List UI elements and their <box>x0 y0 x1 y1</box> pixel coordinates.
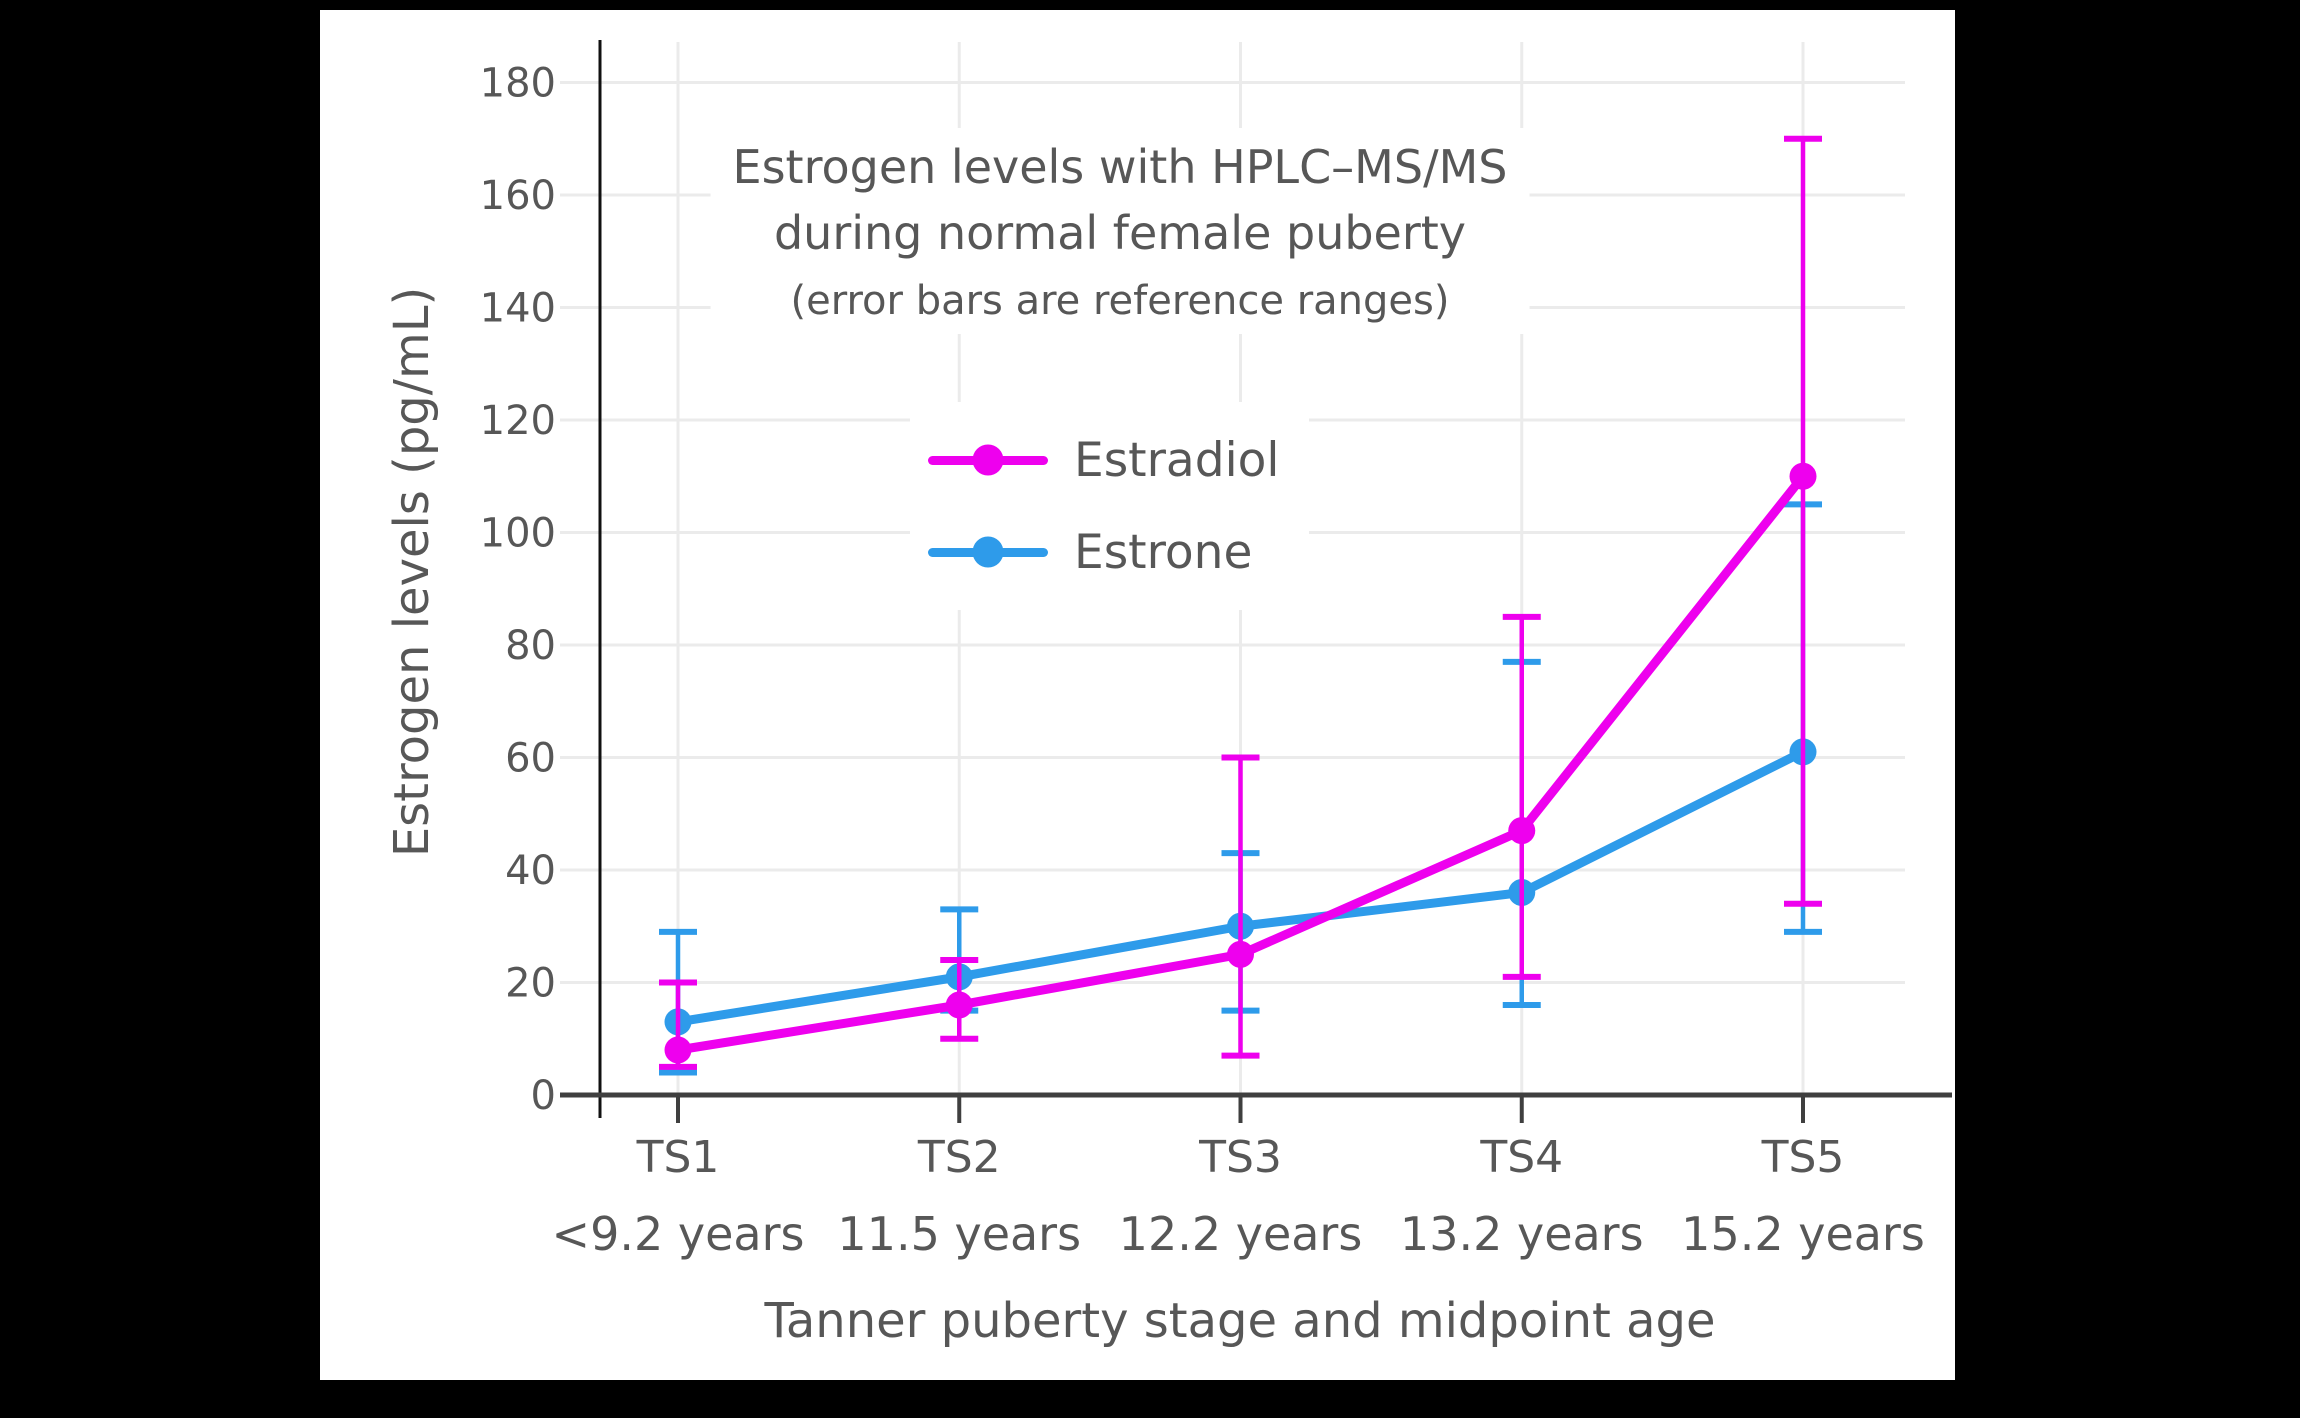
chart-subtitle: (error bars are reference ranges) <box>790 278 1450 324</box>
estradiol-marker-TS3 <box>1227 940 1254 968</box>
y-tick-label-20: 20 <box>505 961 556 1007</box>
legend-line-swatch-estrone <box>928 536 1048 568</box>
x-tick-sublabel-TS2: 11.5 years <box>837 1207 1081 1261</box>
y-tick-label-120: 120 <box>480 398 556 444</box>
y-tick-label-180: 180 <box>480 61 556 107</box>
y-tick-label-80: 80 <box>505 623 556 669</box>
x-tick-label-TS2: TS2 <box>917 1132 1001 1183</box>
y-tick-label-60: 60 <box>505 736 556 782</box>
chart-title-line-1: Estrogen levels with HPLC–MS/MS <box>732 140 1508 194</box>
y-tick-label-100: 100 <box>480 511 556 557</box>
legend-label-estradiol: Estradiol <box>1074 432 1280 488</box>
y-axis-title: Estrogen levels (pg/mL) <box>384 286 440 858</box>
legend-line-swatch-estradiol <box>928 444 1048 476</box>
x-axis-title: Tanner puberty stage and midpoint age <box>764 1293 1716 1349</box>
chart-title-line-2: during normal female puberty <box>773 206 1467 260</box>
x-tick-sublabel-TS5: 15.2 years <box>1681 1207 1925 1261</box>
estradiol-marker-TS2 <box>945 991 973 1019</box>
x-tick-label-TS4: TS4 <box>1479 1132 1563 1183</box>
legend-item-estradiol: Estradiol <box>928 414 1279 506</box>
x-tick-sublabel-TS4: 13.2 years <box>1400 1207 1644 1261</box>
x-tick-sublabel-TS1: <9.2 years <box>552 1207 805 1261</box>
legend-label-estrone: Estrone <box>1074 524 1253 580</box>
x-tick-label-TS3: TS3 <box>1198 1132 1282 1183</box>
estradiol-marker-TS5 <box>1789 462 1817 490</box>
estradiol-marker-TS1 <box>664 1036 692 1064</box>
y-tick-label-40: 40 <box>505 848 556 894</box>
y-tick-label-0: 0 <box>531 1073 556 1119</box>
x-tick-sublabel-TS3: 12.2 years <box>1119 1207 1363 1261</box>
y-tick-label-140: 140 <box>480 286 556 332</box>
legend-marker-dot-estradiol <box>972 444 1004 476</box>
x-tick-label-TS1: TS1 <box>636 1132 720 1183</box>
legend-marker-dot-estrone <box>972 536 1004 568</box>
y-tick-label-160: 160 <box>480 173 556 219</box>
x-tick-label-TS5: TS5 <box>1761 1132 1845 1183</box>
legend-item-estrone: Estrone <box>928 506 1279 598</box>
chart-title-block: Estrogen levels with HPLC–MS/MS during n… <box>710 128 1530 334</box>
legend: Estradiol Estrone <box>910 402 1310 610</box>
chart-card: 0 20 40 60 80 100 120 140 160 180 TS1 TS2 TS3 TS4 TS5 <… <box>320 10 1955 1380</box>
estradiol-marker-TS4 <box>1508 817 1536 845</box>
